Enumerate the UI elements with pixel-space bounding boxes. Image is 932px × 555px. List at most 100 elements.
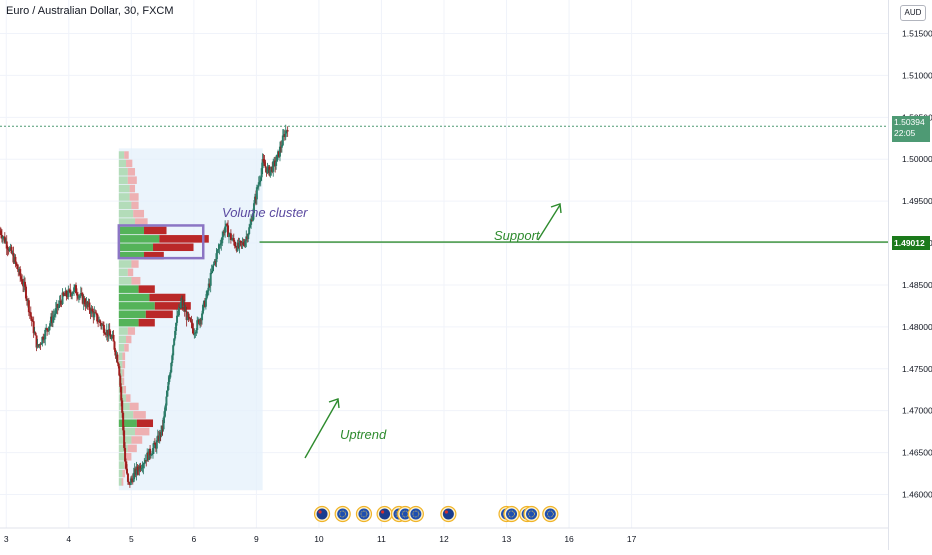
candle-body (187, 313, 190, 318)
candle-body (176, 315, 179, 323)
profile-bar-down (144, 251, 164, 260)
volume-cluster-label[interactable]: Volume cluster (222, 205, 308, 220)
candle-body (275, 161, 278, 166)
candle-body (5, 241, 8, 249)
candle-body (40, 343, 43, 345)
profile-bar-down (122, 360, 126, 369)
price-tick-label: 1.49500 (902, 196, 932, 206)
candle-body (160, 425, 163, 436)
candle-body (121, 400, 124, 413)
eu-flag-icon (410, 508, 422, 520)
profile-bar-down (154, 302, 191, 310)
time-tick-label: 4 (66, 534, 71, 544)
candle-body (276, 154, 279, 162)
au-flag-icon (316, 508, 328, 520)
chart-plot-area[interactable]: 3 4 5 6 9 10 11 12 13 16 17 (0, 0, 888, 550)
price-axis-labels: 1.46000 1.46500 1.47000 1.47500 1.48000 1.485… (902, 29, 932, 500)
profile-bar-down (129, 402, 139, 411)
candle-body (204, 298, 207, 307)
candle-body (0, 234, 3, 239)
candle-body (29, 312, 32, 317)
candle-body (151, 448, 154, 455)
uptrend-label[interactable]: Uptrend (340, 427, 387, 442)
eu-flag-icon (526, 508, 538, 520)
candle-body (78, 295, 81, 297)
profile-bar-down (133, 411, 146, 419)
candle-body (75, 285, 78, 294)
candle-body (219, 244, 222, 246)
eu-stars-icon (360, 510, 368, 518)
candle-body (257, 182, 260, 187)
candle-body (108, 329, 111, 335)
time-tick-label: 13 (502, 534, 512, 544)
candle-body (83, 298, 86, 305)
profile-bar-up (118, 335, 127, 344)
candle-body (25, 298, 28, 302)
candle-body (234, 246, 237, 248)
eu-flag-icon (399, 508, 411, 520)
last-price-tag: 1.50394 22:05 (892, 116, 930, 142)
candle-body (80, 292, 83, 294)
currency-badge[interactable]: AUD (900, 5, 926, 21)
time-axis[interactable]: 3 4 5 6 9 10 11 12 13 16 17 (0, 527, 888, 544)
candle-body (41, 336, 44, 344)
profile-bar-up (118, 444, 128, 453)
candle-body (53, 313, 56, 316)
candle-body (216, 250, 219, 254)
candle-body (3, 236, 6, 243)
eu-flag-icon (544, 508, 556, 520)
price-tick-label: 1.47000 (902, 406, 932, 416)
profile-bar-down (122, 377, 125, 386)
candle-body (260, 168, 263, 178)
support-label[interactable]: Support (494, 228, 540, 243)
profile-bar-down (135, 427, 150, 436)
candle-body (170, 362, 173, 373)
profile-bar-up (118, 168, 128, 176)
profile-bar-up (118, 260, 132, 268)
candle-body (57, 304, 60, 308)
uptrend-arrow[interactable] (304, 399, 339, 459)
price-candles (0, 124, 289, 488)
profile-bar-down (122, 369, 125, 377)
profile-bar-up (118, 251, 145, 260)
profile-bar-down (124, 151, 129, 159)
profile-bar-up (118, 369, 123, 377)
candle-body (125, 461, 128, 469)
candle-body (143, 462, 146, 465)
candle-body (206, 290, 209, 292)
price-tick-label: 1.51000 (902, 70, 932, 80)
candle-body (177, 307, 180, 316)
time-tick-label: 12 (439, 534, 449, 544)
candle-body (229, 233, 232, 241)
profile-bar-up (118, 243, 154, 252)
candle-body (164, 405, 167, 412)
candle-body (69, 289, 72, 294)
profile-bar-up (118, 201, 132, 210)
profile-bar-down (131, 436, 143, 444)
profile-bar-up (118, 478, 122, 486)
profile-bar-down (124, 344, 129, 352)
support-arrow[interactable] (537, 204, 561, 241)
candle-body (230, 239, 233, 241)
candle-body (179, 302, 182, 308)
volume-cluster-box[interactable] (117, 224, 205, 260)
profile-bar-down (153, 243, 194, 252)
candle-body (102, 324, 105, 333)
candle-body (284, 130, 287, 138)
price-scale[interactable]: 1.46000 1.46500 1.47000 1.47500 1.48000 1.485… (888, 0, 932, 550)
candle-body (118, 366, 121, 376)
candle-body (201, 305, 204, 314)
economic-events[interactable] (313, 505, 559, 523)
profile-bar-up (118, 159, 127, 168)
profile-bar-down (121, 478, 124, 486)
price-tick-label: 1.47500 (902, 364, 932, 374)
candle-body (116, 354, 119, 363)
candle-body (226, 223, 229, 226)
candle-body (24, 286, 27, 299)
candle-body (43, 339, 46, 341)
candle-body (158, 432, 161, 442)
candle-body (261, 159, 264, 169)
candle-body (71, 293, 74, 296)
candle-body (6, 248, 9, 250)
candle-body (167, 381, 170, 391)
